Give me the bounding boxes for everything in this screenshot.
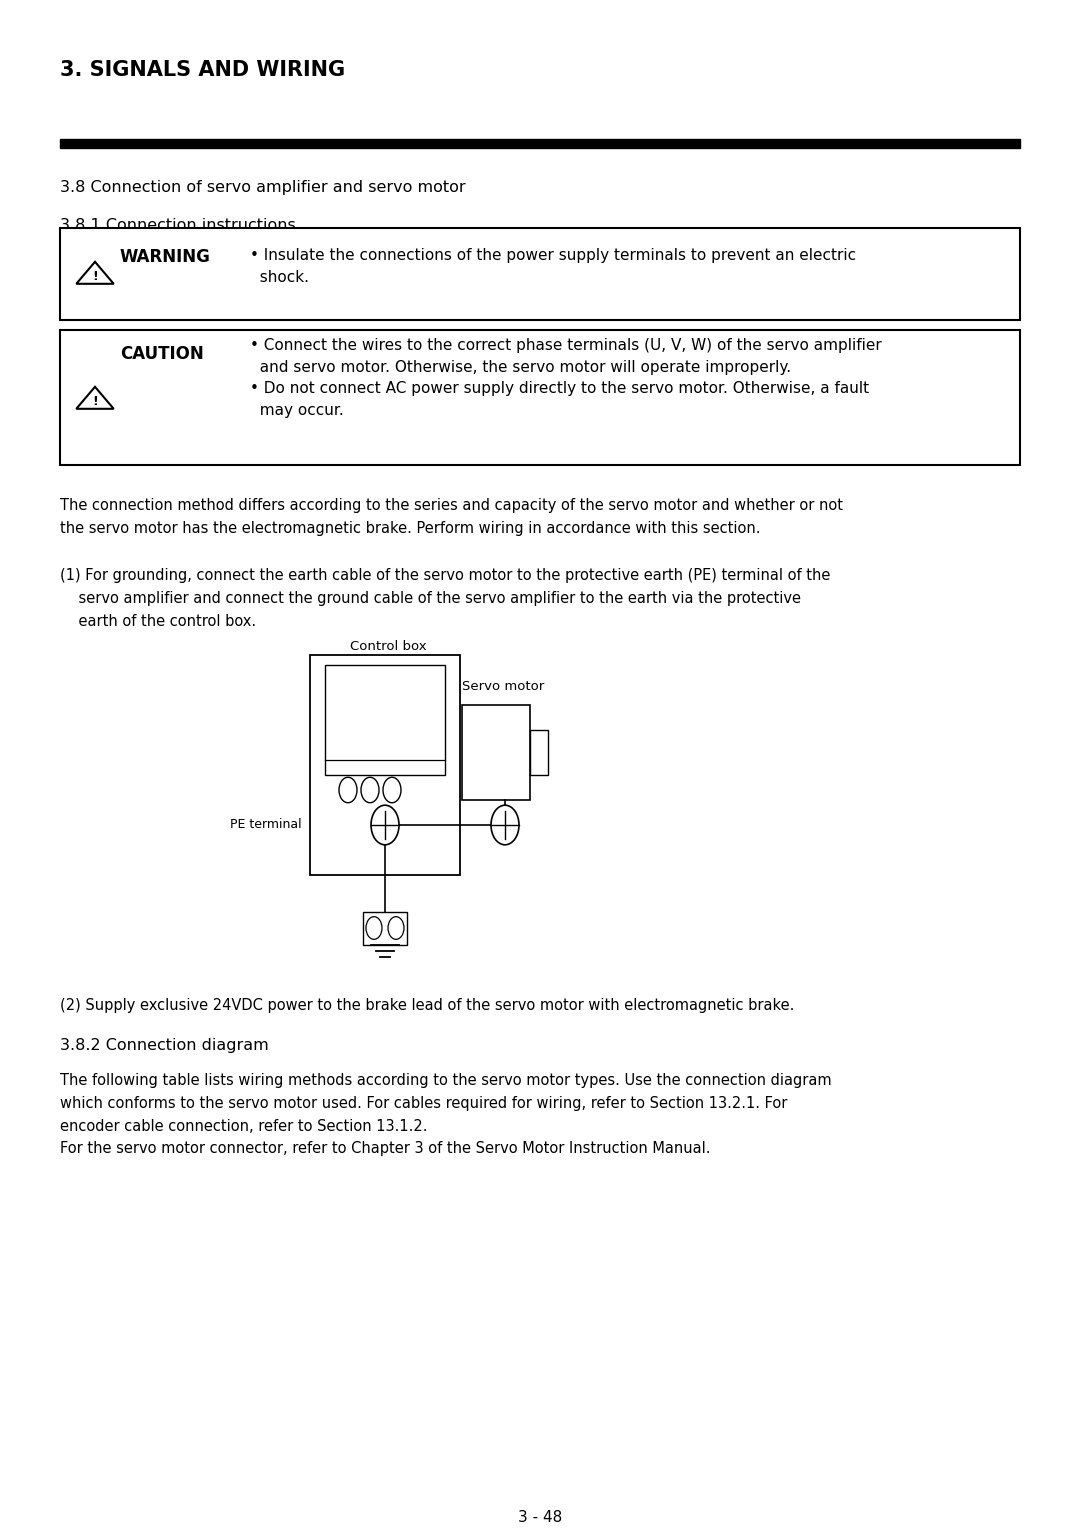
Circle shape xyxy=(491,805,519,845)
Circle shape xyxy=(388,917,404,940)
Text: !: ! xyxy=(92,269,98,283)
Text: (1) For grounding, connect the earth cable of the servo motor to the protective : (1) For grounding, connect the earth cab… xyxy=(60,568,831,628)
Text: CAUTION: CAUTION xyxy=(120,345,204,364)
Circle shape xyxy=(361,778,379,802)
Bar xyxy=(60,330,1020,465)
Circle shape xyxy=(372,805,399,845)
Text: Servo
amplifier: Servo amplifier xyxy=(355,680,415,711)
Text: The connection method differs according to the series and capacity of the servo : The connection method differs according … xyxy=(60,498,843,536)
Bar xyxy=(60,139,1020,148)
Bar xyxy=(462,704,530,801)
Text: 3.8 Connection of servo amplifier and servo motor: 3.8 Connection of servo amplifier and se… xyxy=(60,180,465,196)
Text: Servo motor: Servo motor xyxy=(462,680,544,694)
Text: Control box: Control box xyxy=(350,640,427,652)
Text: 3. SIGNALS AND WIRING: 3. SIGNALS AND WIRING xyxy=(60,60,346,79)
Bar xyxy=(60,228,1020,319)
Circle shape xyxy=(366,917,382,940)
Bar xyxy=(325,665,445,775)
Circle shape xyxy=(383,778,401,802)
Text: 3.8.1 Connection instructions: 3.8.1 Connection instructions xyxy=(60,219,296,232)
Text: !: ! xyxy=(92,394,98,408)
Text: The following table lists wiring methods according to the servo motor types. Use: The following table lists wiring methods… xyxy=(60,1073,832,1157)
Text: • Connect the wires to the correct phase terminals (U, V, W) of the servo amplif: • Connect the wires to the correct phase… xyxy=(249,338,881,417)
Text: 3 - 48: 3 - 48 xyxy=(518,1510,562,1525)
Bar xyxy=(363,912,407,944)
Bar xyxy=(310,656,460,876)
Text: (2) Supply exclusive 24VDC power to the brake lead of the servo motor with elect: (2) Supply exclusive 24VDC power to the … xyxy=(60,998,795,1013)
Text: • Insulate the connections of the power supply terminals to prevent an electric
: • Insulate the connections of the power … xyxy=(249,248,856,286)
Text: PE terminal: PE terminal xyxy=(230,819,302,831)
Text: WARNING: WARNING xyxy=(120,248,211,266)
Bar xyxy=(530,730,548,775)
Circle shape xyxy=(339,778,357,802)
Text: 3.8.2 Connection diagram: 3.8.2 Connection diagram xyxy=(60,1038,269,1053)
